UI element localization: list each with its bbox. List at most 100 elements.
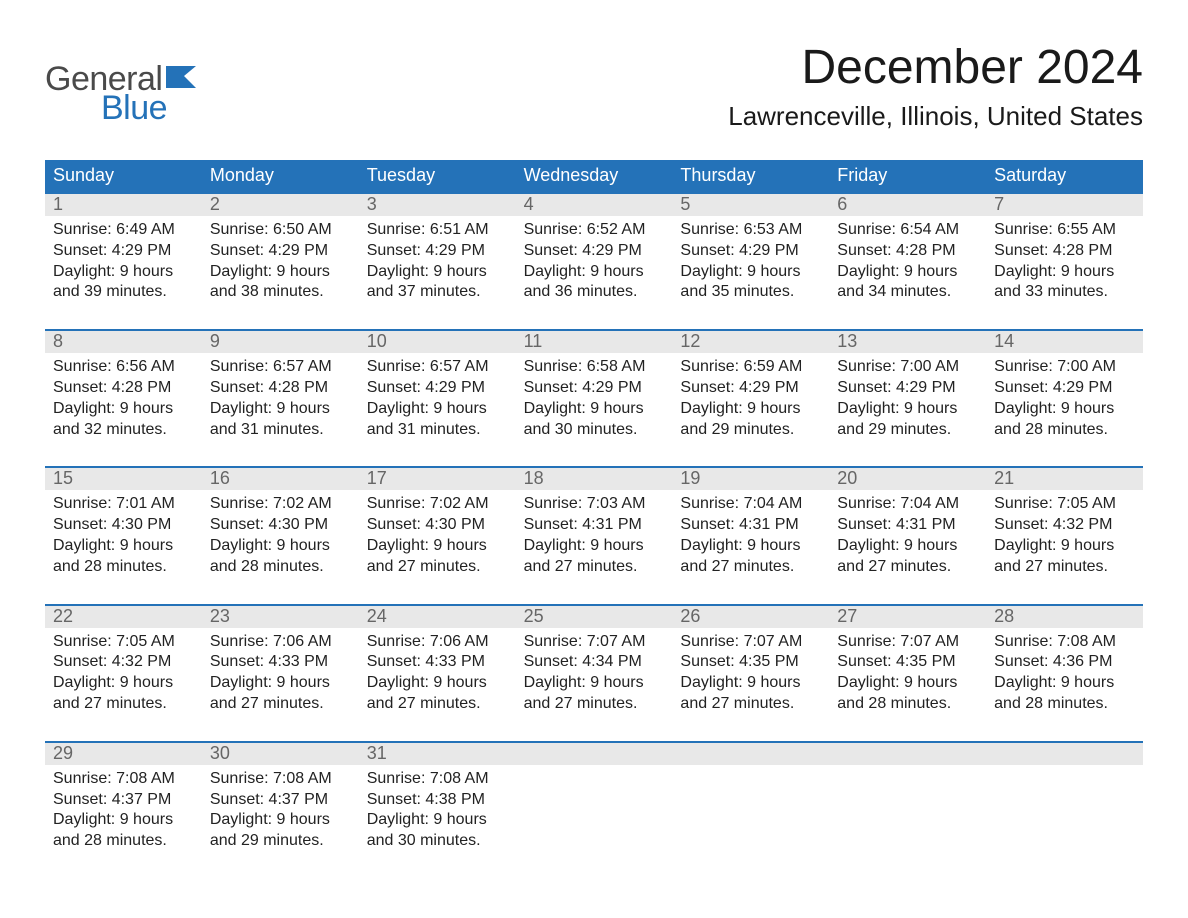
page-header: General Blue December 2024 Lawrenceville…	[45, 40, 1143, 132]
calendar-week: 15161718192021Sunrise: 7:01 AMSunset: 4:…	[45, 466, 1143, 579]
daylight-text: Daylight: 9 hours	[837, 536, 978, 557]
sunrise-text: Sunrise: 6:57 AM	[367, 357, 508, 378]
sunrise-text: Sunrise: 7:06 AM	[210, 632, 351, 653]
daylight-text: and 28 minutes.	[53, 557, 194, 578]
sunset-text: Sunset: 4:36 PM	[994, 652, 1135, 673]
day-number: 8	[45, 331, 202, 353]
day-cell: Sunrise: 7:07 AMSunset: 4:34 PMDaylight:…	[516, 628, 673, 717]
day-number: 29	[45, 743, 202, 765]
daylight-text: and 30 minutes.	[367, 831, 508, 852]
logo-word-blue: Blue	[101, 89, 200, 128]
sunset-text: Sunset: 4:37 PM	[53, 790, 194, 811]
sunset-text: Sunset: 4:28 PM	[837, 241, 978, 262]
day-cell: Sunrise: 6:57 AMSunset: 4:28 PMDaylight:…	[202, 353, 359, 442]
sunset-text: Sunset: 4:31 PM	[680, 515, 821, 536]
day-number: 21	[986, 468, 1143, 490]
daylight-text: Daylight: 9 hours	[367, 810, 508, 831]
daylight-text: and 31 minutes.	[367, 420, 508, 441]
day-number	[986, 743, 1143, 765]
day-cell: Sunrise: 6:53 AMSunset: 4:29 PMDaylight:…	[672, 216, 829, 305]
day-number: 28	[986, 606, 1143, 628]
dayheader-tue: Tuesday	[359, 160, 516, 192]
sunrise-text: Sunrise: 7:00 AM	[994, 357, 1135, 378]
daylight-text: and 27 minutes.	[680, 557, 821, 578]
day-number: 14	[986, 331, 1143, 353]
daylight-text: Daylight: 9 hours	[994, 262, 1135, 283]
day-cell: Sunrise: 7:05 AMSunset: 4:32 PMDaylight:…	[986, 490, 1143, 579]
sunrise-text: Sunrise: 7:07 AM	[524, 632, 665, 653]
daylight-text: and 27 minutes.	[53, 694, 194, 715]
daynum-band: 891011121314	[45, 331, 1143, 353]
daylight-text: Daylight: 9 hours	[680, 536, 821, 557]
daylight-text: and 27 minutes.	[367, 694, 508, 715]
sunset-text: Sunset: 4:29 PM	[367, 378, 508, 399]
day-cell: Sunrise: 7:00 AMSunset: 4:29 PMDaylight:…	[986, 353, 1143, 442]
daylight-text: Daylight: 9 hours	[680, 673, 821, 694]
daylight-text: and 27 minutes.	[680, 694, 821, 715]
daylight-text: Daylight: 9 hours	[210, 810, 351, 831]
daylight-text: and 34 minutes.	[837, 282, 978, 303]
daylight-text: Daylight: 9 hours	[53, 262, 194, 283]
sunset-text: Sunset: 4:35 PM	[837, 652, 978, 673]
daylight-text: and 36 minutes.	[524, 282, 665, 303]
daylight-text: Daylight: 9 hours	[994, 536, 1135, 557]
daynum-band: 22232425262728	[45, 606, 1143, 628]
daylight-text: Daylight: 9 hours	[837, 262, 978, 283]
sunset-text: Sunset: 4:30 PM	[53, 515, 194, 536]
daylight-text: Daylight: 9 hours	[837, 673, 978, 694]
day-number: 4	[516, 194, 673, 216]
daylight-text: Daylight: 9 hours	[680, 399, 821, 420]
day-number: 25	[516, 606, 673, 628]
daylight-text: Daylight: 9 hours	[524, 673, 665, 694]
daylight-text: Daylight: 9 hours	[837, 399, 978, 420]
sunrise-text: Sunrise: 6:52 AM	[524, 220, 665, 241]
day-cell: Sunrise: 6:52 AMSunset: 4:29 PMDaylight:…	[516, 216, 673, 305]
sunrise-text: Sunrise: 7:07 AM	[837, 632, 978, 653]
daylight-text: and 27 minutes.	[367, 557, 508, 578]
day-number: 12	[672, 331, 829, 353]
sunset-text: Sunset: 4:34 PM	[524, 652, 665, 673]
day-cell	[516, 765, 673, 854]
day-number: 15	[45, 468, 202, 490]
sunset-text: Sunset: 4:32 PM	[53, 652, 194, 673]
sunset-text: Sunset: 4:28 PM	[210, 378, 351, 399]
day-cell: Sunrise: 7:04 AMSunset: 4:31 PMDaylight:…	[829, 490, 986, 579]
sunrise-text: Sunrise: 7:05 AM	[53, 632, 194, 653]
daylight-text: Daylight: 9 hours	[53, 399, 194, 420]
daylight-text: Daylight: 9 hours	[210, 673, 351, 694]
daynum-band: 293031	[45, 743, 1143, 765]
day-cell: Sunrise: 7:01 AMSunset: 4:30 PMDaylight:…	[45, 490, 202, 579]
sunrise-text: Sunrise: 6:57 AM	[210, 357, 351, 378]
day-cell: Sunrise: 6:59 AMSunset: 4:29 PMDaylight:…	[672, 353, 829, 442]
daylight-text: Daylight: 9 hours	[367, 536, 508, 557]
daylight-text: Daylight: 9 hours	[53, 810, 194, 831]
sunrise-text: Sunrise: 7:03 AM	[524, 494, 665, 515]
sunrise-text: Sunrise: 7:08 AM	[367, 769, 508, 790]
sunrise-text: Sunrise: 7:04 AM	[837, 494, 978, 515]
daylight-text: Daylight: 9 hours	[524, 536, 665, 557]
sunrise-text: Sunrise: 7:08 AM	[994, 632, 1135, 653]
sunset-text: Sunset: 4:30 PM	[367, 515, 508, 536]
sunset-text: Sunset: 4:29 PM	[680, 378, 821, 399]
day-cell: Sunrise: 7:06 AMSunset: 4:33 PMDaylight:…	[359, 628, 516, 717]
day-cell: Sunrise: 7:07 AMSunset: 4:35 PMDaylight:…	[829, 628, 986, 717]
day-number: 24	[359, 606, 516, 628]
daylight-text: and 27 minutes.	[524, 557, 665, 578]
sunrise-text: Sunrise: 7:00 AM	[837, 357, 978, 378]
daylight-text: and 28 minutes.	[837, 694, 978, 715]
day-number: 11	[516, 331, 673, 353]
sunset-text: Sunset: 4:28 PM	[994, 241, 1135, 262]
sunset-text: Sunset: 4:29 PM	[53, 241, 194, 262]
daylight-text: and 27 minutes.	[994, 557, 1135, 578]
sunset-text: Sunset: 4:31 PM	[524, 515, 665, 536]
sunset-text: Sunset: 4:32 PM	[994, 515, 1135, 536]
sunset-text: Sunset: 4:29 PM	[524, 378, 665, 399]
daylight-text: and 37 minutes.	[367, 282, 508, 303]
daylight-text: and 29 minutes.	[210, 831, 351, 852]
day-cell	[986, 765, 1143, 854]
daylight-text: and 28 minutes.	[210, 557, 351, 578]
day-cell: Sunrise: 7:02 AMSunset: 4:30 PMDaylight:…	[202, 490, 359, 579]
calendar-week: 1234567Sunrise: 6:49 AMSunset: 4:29 PMDa…	[45, 192, 1143, 305]
daylight-text: and 39 minutes.	[53, 282, 194, 303]
sunset-text: Sunset: 4:29 PM	[994, 378, 1135, 399]
